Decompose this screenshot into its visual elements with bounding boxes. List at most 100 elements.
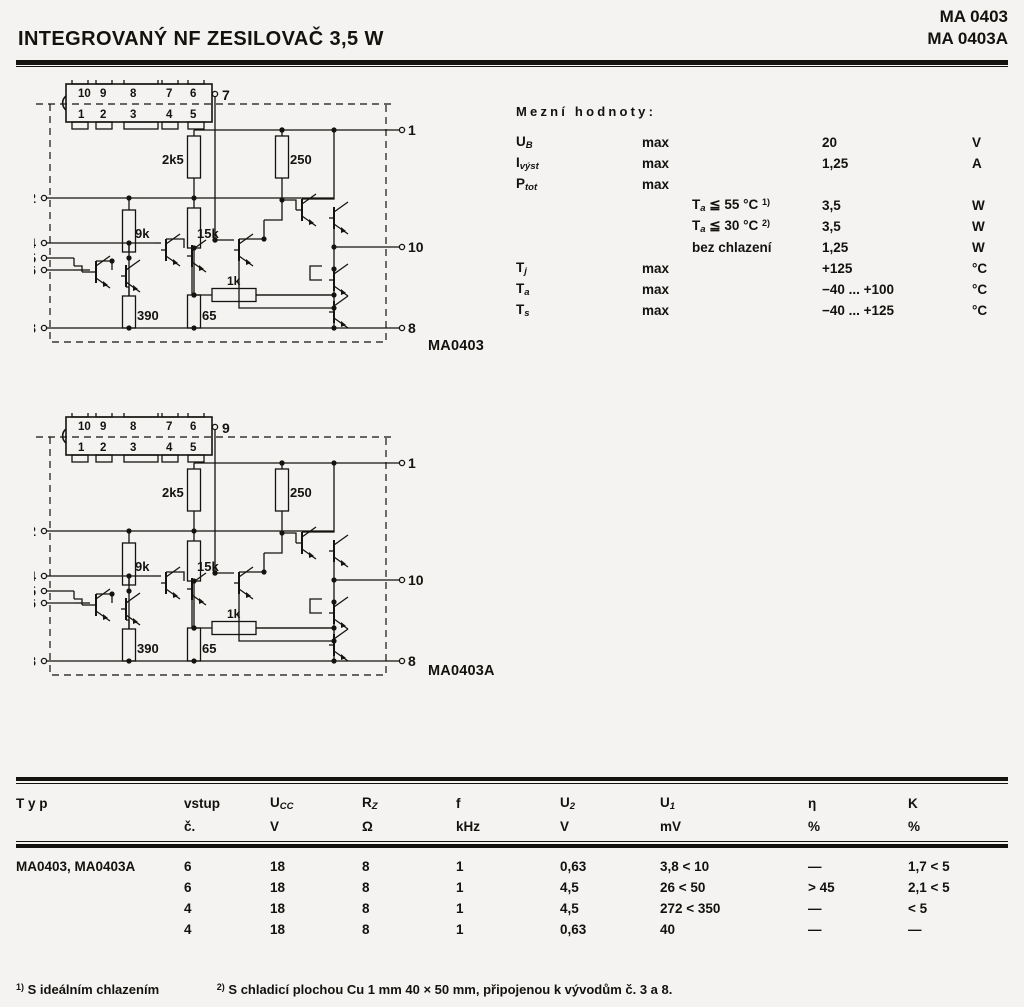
dip-pin-tab — [95, 80, 113, 85]
table-header-row: T y p vstup UCC RZ f U2 U1 η K — [16, 793, 1008, 815]
table-col-unit: kHz — [456, 819, 481, 835]
dip-pin-number-bottom: 2 — [100, 442, 106, 454]
junction-dot — [126, 658, 132, 664]
table-cell: 4,5 — [560, 879, 579, 895]
pin-label-left: 6 — [34, 262, 36, 278]
table-col-header: f — [456, 796, 461, 812]
pin-terminal — [398, 126, 406, 134]
transistor-emitter-arrow — [133, 618, 138, 624]
table-cell: — — [808, 900, 822, 916]
limit-unit: °C — [972, 281, 988, 297]
dip-pin-number-bottom: 4 — [166, 109, 173, 121]
table-col-unit: č. — [184, 819, 196, 835]
dip-notch-icon — [61, 428, 67, 444]
pin-label-right: 10 — [408, 572, 424, 588]
resistor-label: 65 — [202, 641, 216, 656]
limit-condition: bez chlazení — [692, 239, 772, 255]
resistor-label: 1k — [227, 607, 241, 621]
limit-value: +125 — [822, 260, 853, 276]
junction-dot — [126, 195, 132, 201]
junction-dot — [331, 325, 337, 331]
table-col-unit: V — [560, 819, 570, 835]
page-title: INTEGROVANÝ NF ZESILOVAČ 3,5 W — [18, 28, 384, 50]
transistor-emitter-arrow — [341, 321, 346, 327]
junction-dot — [212, 237, 218, 243]
transistor-emitter-arrow — [309, 552, 314, 558]
dip-notch-icon — [61, 95, 67, 111]
pin-label-left: 5 — [34, 250, 36, 266]
footnote-1-text: S ideálním chlazením — [27, 982, 160, 997]
part-number-secondary: MA 0403A — [927, 29, 1008, 49]
wire — [282, 532, 297, 543]
pin-label-right: 1 — [408, 122, 416, 138]
table-cell: < 5 — [908, 900, 928, 916]
part-number-block: MA 0403 MA 0403A — [927, 6, 1008, 50]
dip-pin-tab — [123, 121, 159, 130]
pin-label-left: 2 — [34, 190, 36, 206]
dip-pin-tab — [123, 80, 159, 85]
resistor-body — [186, 135, 202, 179]
dip-pin-tab — [187, 80, 205, 85]
junction-dot — [331, 599, 337, 605]
dip-pin-tab — [71, 121, 89, 130]
wire — [74, 598, 83, 605]
table-cell: 6 — [184, 858, 192, 874]
wire — [239, 220, 265, 240]
table-cell: 18 — [270, 921, 286, 937]
limit-symbol: UB — [516, 133, 533, 151]
junction-dot — [331, 460, 337, 466]
resistor-label: 250 — [290, 152, 312, 167]
dip-pin-tab — [95, 413, 113, 418]
pin-terminal — [40, 587, 48, 595]
junction-dot — [279, 127, 285, 133]
table-col-header: K — [908, 796, 918, 812]
dip-pin-number-top: 9 — [100, 421, 106, 433]
dip-pin-number-bottom: 5 — [190, 109, 197, 121]
dip-pin-tab — [95, 121, 113, 130]
transistor-emitter-arrow — [341, 654, 346, 660]
dip-pin-number-bottom: 5 — [190, 442, 197, 454]
pin-label-right: 8 — [408, 320, 416, 336]
wire — [238, 594, 334, 642]
transistor-collector-lead — [333, 263, 349, 275]
transistor-emitter-arrow — [246, 259, 251, 265]
table-row: 4 18 8 1 4,5 272 < 350 — < 5 — [16, 898, 1008, 919]
pin-label-right: 8 — [408, 653, 416, 669]
junction-dot — [331, 658, 337, 664]
limit-symbol: Ivýst — [516, 154, 539, 172]
limit-value: −40 ... +100 — [822, 281, 895, 297]
dip-pin-number-top: 7 — [166, 421, 172, 433]
footnote-2: 2) S chladicí plochou Cu 1 mm 40 × 50 mm… — [217, 982, 673, 997]
limit-unit: W — [972, 239, 985, 255]
transistor-collector-lead — [191, 239, 207, 251]
limit-condition: Ta ≦ 30 °C 2) — [692, 217, 771, 235]
transistor-emitter-arrow — [341, 227, 346, 233]
resistor-body — [121, 628, 137, 662]
limit-condition: max — [642, 176, 670, 192]
table-cell: 0,63 — [560, 858, 587, 874]
limit-symbol: Ptot — [516, 175, 538, 193]
transistor-collector-lead — [191, 572, 207, 584]
junction-dot — [191, 658, 197, 664]
junction-dot — [261, 236, 267, 242]
pin-terminal — [40, 657, 48, 665]
resistor-body — [121, 295, 137, 329]
resistor-label: 15k — [197, 226, 219, 241]
wire — [126, 619, 130, 629]
resistor-body — [274, 468, 290, 512]
pin-label-left: 4 — [34, 568, 36, 584]
wire — [264, 200, 283, 221]
dip-pin-tab — [187, 121, 205, 130]
transistor-collector-lead — [333, 295, 349, 307]
wire — [166, 571, 185, 581]
junction-dot — [126, 588, 132, 594]
limit-row: UB max 20 V — [516, 132, 1016, 153]
table-col-unit: % — [808, 819, 821, 835]
limit-row: Ta ≦ 55 °C 1) 3,5 W — [516, 195, 1016, 216]
table-cell: MA0403, MA0403A — [16, 858, 136, 874]
transistor-emitter-arrow — [103, 281, 108, 287]
pin-label-left: 3 — [34, 653, 36, 669]
dip-pin-number-bottom: 2 — [100, 109, 106, 121]
transistor-emitter-arrow — [309, 219, 314, 225]
